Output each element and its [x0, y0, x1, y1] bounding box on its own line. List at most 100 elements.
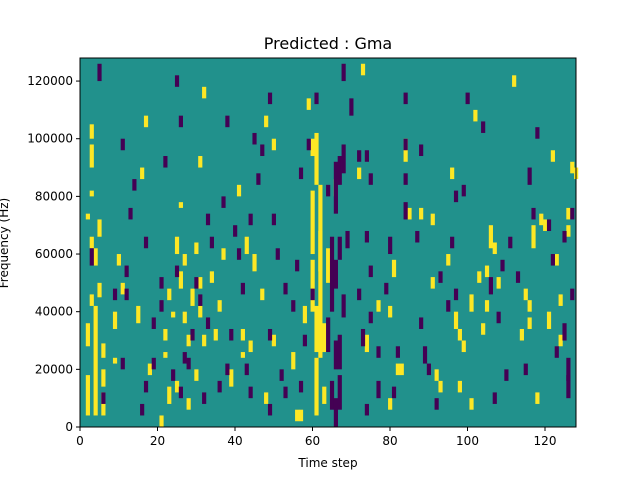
heatmap-cell-low — [500, 259, 505, 272]
heatmap-cell-low — [120, 357, 125, 370]
heatmap-cell-high — [248, 340, 253, 353]
heatmap-cell-high — [430, 213, 435, 226]
heatmap-cell-low — [357, 150, 362, 162]
heatmap-cell-low — [326, 184, 331, 197]
heatmap-cell-high — [93, 305, 98, 416]
heatmap-cell-high — [318, 230, 323, 272]
heatmap-cell-high — [419, 207, 424, 220]
heatmap-cell-high — [326, 248, 331, 283]
heatmap-cell-low — [101, 392, 106, 404]
heatmap-cell-high — [198, 305, 203, 318]
heatmap-cell-low — [349, 98, 354, 116]
y-tick-label: 60000 — [35, 247, 73, 261]
heatmap-cell-high — [461, 340, 466, 353]
heatmap-cell-high — [89, 190, 94, 197]
heatmap-cell-high — [310, 190, 315, 255]
heatmap-cell-low — [306, 138, 311, 151]
heatmap-cell-low — [333, 161, 338, 214]
heatmap-cell-low — [260, 144, 265, 157]
heatmap-cell-low — [488, 277, 493, 295]
heatmap-cell-low — [298, 380, 304, 393]
heatmap-cell-high — [89, 144, 94, 168]
heatmap-cell-high — [198, 277, 203, 289]
heatmap-cell-low — [314, 92, 319, 105]
heatmap-cell-high — [360, 63, 366, 76]
heatmap-cell-low — [422, 346, 428, 364]
heatmap-cell-high — [434, 369, 439, 381]
heatmap-cell-low — [345, 230, 350, 249]
heatmap-cell-low — [453, 190, 459, 203]
heatmap-cell-high — [496, 277, 501, 289]
heatmap-cell-high — [391, 259, 397, 278]
heatmap-cell-high — [159, 415, 164, 427]
heatmap-cell-low — [171, 369, 176, 381]
heatmap-cell-low — [388, 236, 393, 255]
heatmap-cell-low — [151, 357, 156, 370]
heatmap-cell-low — [535, 127, 540, 139]
heatmap-cell-high — [209, 271, 214, 283]
heatmap-cell-high — [271, 138, 276, 151]
heatmap-cell-high — [213, 328, 218, 341]
heatmap-cell-high — [388, 305, 393, 318]
heatmap-cell-low — [465, 92, 470, 105]
heatmap-cell-low — [481, 121, 486, 133]
heatmap-cell-high — [240, 328, 245, 341]
heatmap-cell-low — [174, 265, 180, 278]
heatmap-cell-high — [101, 369, 106, 387]
heatmap-cell-high — [85, 323, 90, 347]
heatmap-cell-high — [512, 75, 517, 87]
heatmap-cell-high — [399, 363, 404, 376]
heatmap-cell-high — [260, 288, 265, 301]
y-tick-label: 20000 — [35, 362, 73, 376]
heatmap-cell-low — [267, 92, 273, 105]
heatmap-cell-high — [291, 352, 296, 370]
heatmap-cell-low — [368, 311, 373, 324]
heatmap-cell-high — [314, 305, 319, 353]
x-axis: 0 20 40 60 80 100 120 — [76, 427, 556, 448]
heatmap-cell-low — [182, 352, 187, 364]
heatmap-cell-low — [143, 380, 149, 393]
heatmap-cell-low — [275, 248, 280, 260]
heatmap-cell-low — [186, 357, 191, 370]
heatmap-cell-high — [473, 109, 478, 122]
heatmap-cell-high — [523, 288, 528, 301]
heatmap-cell-high — [264, 392, 269, 404]
heatmap-cell-low — [267, 328, 273, 341]
heatmap-cell-high — [570, 161, 575, 174]
heatmap-cell-low — [357, 288, 362, 301]
heatmap-cell-high — [264, 115, 269, 128]
heatmap-cell-low — [159, 300, 164, 312]
heatmap-cell-high — [295, 409, 300, 422]
heatmap-cell-high — [298, 409, 304, 422]
heatmap-cell-low — [453, 288, 459, 301]
heatmap-cell-high — [85, 375, 90, 416]
heatmap-cell-low — [403, 92, 408, 105]
heatmap-cell-low — [419, 144, 424, 157]
heatmap-cell-high — [539, 213, 544, 226]
heatmap-cell-low — [205, 213, 211, 226]
heatmap-cell-high — [364, 334, 369, 353]
heatmap-cell-low — [159, 277, 164, 289]
heatmap-cell-high — [163, 328, 168, 341]
heatmap-cell-high — [527, 317, 532, 329]
heatmap-cell-low — [364, 403, 369, 416]
heatmap-cell-low — [337, 236, 342, 260]
x-tick-label: 100 — [456, 434, 479, 448]
x-tick-label: 80 — [382, 434, 397, 448]
heatmap-cell-high — [492, 242, 497, 255]
heatmap-cell-low — [132, 179, 137, 191]
heatmap-cell-high — [97, 219, 102, 237]
heatmap-cell-low — [190, 328, 195, 341]
heatmap-cell-high — [457, 380, 462, 393]
heatmap-cell-low — [194, 277, 199, 289]
heatmap-cell-high — [178, 202, 183, 208]
heatmap-cell-low — [217, 380, 222, 393]
heatmap-cell-low — [570, 207, 575, 220]
y-axis: 0 20000 40000 60000 80000 100000 120000 — [27, 74, 80, 434]
heatmap-cell-high — [194, 369, 199, 381]
heatmap-cell-low — [391, 386, 397, 399]
heatmap-cell-high — [535, 392, 540, 404]
heatmap-cell-low — [492, 392, 497, 404]
heatmap-cell-low — [124, 288, 129, 301]
heatmap-cell-low — [252, 132, 257, 145]
